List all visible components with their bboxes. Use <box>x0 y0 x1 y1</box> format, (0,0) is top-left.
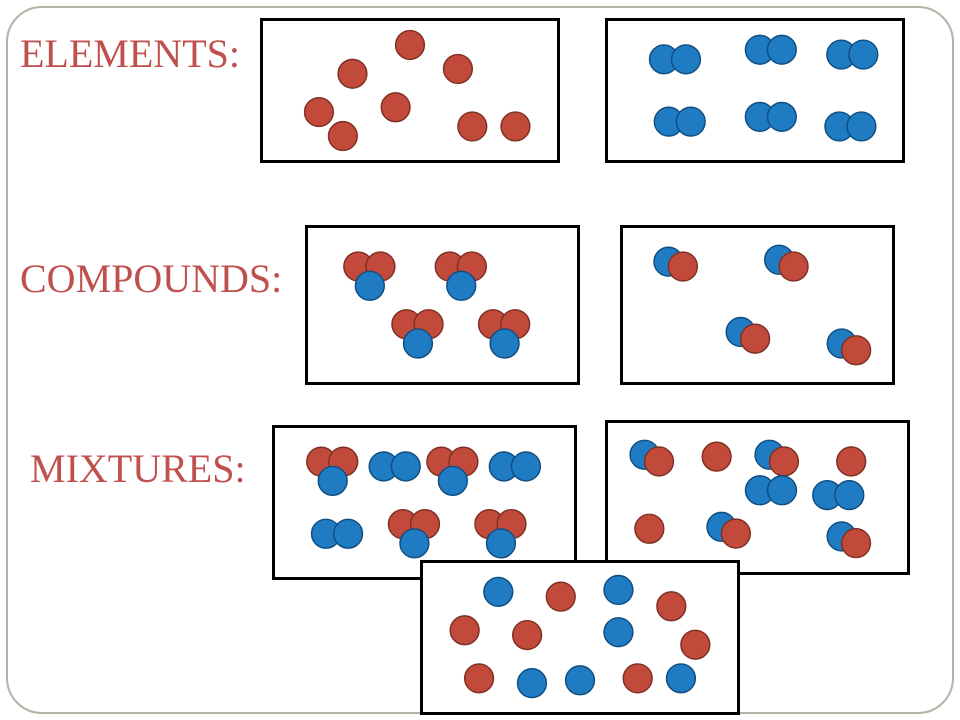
label-elements: ELEMENTS: <box>20 30 240 77</box>
atom-blue <box>447 271 476 300</box>
atom-red <box>702 442 731 471</box>
atom-red <box>645 447 674 476</box>
atom-blue <box>672 45 701 74</box>
atom-blue <box>767 35 796 64</box>
atom-red <box>513 621 542 650</box>
mixtures-scattered-atoms <box>420 560 740 715</box>
mixtures-scattered-atoms-svg <box>423 563 737 712</box>
atom-red <box>770 447 799 476</box>
atom-red <box>338 59 367 88</box>
atom-blue <box>604 618 633 647</box>
atom-blue <box>355 271 384 300</box>
atom-red <box>623 664 652 693</box>
atom-blue <box>566 666 595 695</box>
atom-red <box>681 630 710 659</box>
mixtures-compound-and-red-atoms-svg <box>608 423 907 572</box>
atom-blue <box>404 329 433 358</box>
atom-red <box>657 592 686 621</box>
atom-blue <box>318 466 347 495</box>
compounds-triatomic <box>305 225 580 385</box>
atom-blue <box>438 466 467 495</box>
atom-blue <box>334 519 363 548</box>
atom-blue <box>847 112 876 141</box>
compounds-triatomic-svg <box>308 228 577 382</box>
atom-red <box>396 31 425 60</box>
atom-red <box>721 519 750 548</box>
compounds-diatomic-svg <box>623 228 892 382</box>
atom-red <box>779 252 808 281</box>
atom-blue <box>490 329 519 358</box>
atom-blue <box>835 481 864 510</box>
atom-red <box>635 514 664 543</box>
atom-blue <box>391 452 420 481</box>
atom-red <box>546 582 575 611</box>
atom-red <box>668 252 697 281</box>
mixtures-compound-and-red-atoms <box>605 420 910 575</box>
atom-blue <box>768 476 797 505</box>
elements-red-atoms <box>260 18 560 163</box>
atom-red <box>837 447 866 476</box>
atom-red <box>458 112 487 141</box>
atom-red <box>305 98 334 127</box>
atom-blue <box>400 529 429 558</box>
atom-red <box>842 529 871 558</box>
elements-blue-dimers <box>605 18 905 163</box>
atom-blue <box>767 102 796 131</box>
atom-blue <box>484 577 513 606</box>
atom-red <box>329 122 358 151</box>
elements-red-atoms-svg <box>263 21 557 160</box>
mixtures-compound-and-dimers-svg <box>275 428 574 577</box>
atom-red <box>450 616 479 645</box>
atom-blue <box>487 529 516 558</box>
atom-red <box>465 664 494 693</box>
label-mixtures: MIXTURES: <box>30 445 246 492</box>
elements-blue-dimers-svg <box>608 21 902 160</box>
atom-red <box>444 55 473 84</box>
atom-red <box>842 336 871 365</box>
atom-red <box>381 93 410 122</box>
label-compounds: COMPOUNDS: <box>20 255 282 302</box>
mixtures-compound-and-dimers <box>272 425 577 580</box>
atom-blue <box>511 452 540 481</box>
atom-blue <box>667 664 696 693</box>
atom-blue <box>604 575 633 604</box>
atom-blue <box>849 40 878 69</box>
atom-blue <box>676 107 705 136</box>
atom-red <box>501 112 530 141</box>
atom-blue <box>518 669 547 698</box>
atom-red <box>741 324 770 353</box>
compounds-diatomic <box>620 225 895 385</box>
